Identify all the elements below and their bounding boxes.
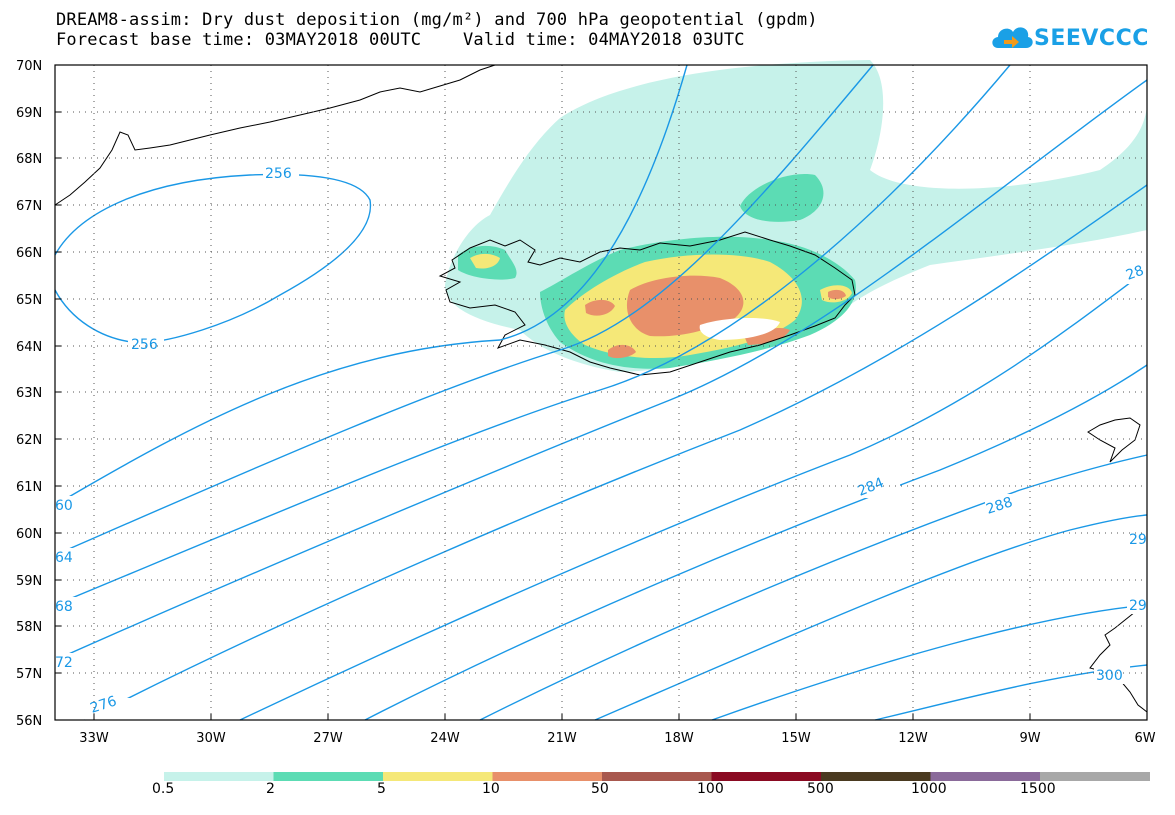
faroe-coast bbox=[1087, 417, 1141, 463]
legend-swatch bbox=[930, 772, 1041, 781]
greenland-coast bbox=[54, 64, 496, 206]
lon-label: 33W bbox=[79, 731, 109, 746]
legend-label: 10 bbox=[482, 781, 500, 797]
contour-label: 28 bbox=[1124, 263, 1146, 284]
contour-label: 64 bbox=[55, 550, 73, 566]
lat-label: 69N bbox=[16, 106, 42, 121]
contour-label: 68 bbox=[55, 599, 73, 615]
lat-label: 61N bbox=[16, 480, 42, 495]
dust-green-patch-north bbox=[740, 174, 824, 222]
scotland-coast bbox=[1089, 604, 1148, 713]
lat-label: 58N bbox=[16, 620, 42, 635]
lat-label: 60N bbox=[16, 527, 42, 542]
legend-label: 50 bbox=[591, 781, 609, 797]
cloud-logo-icon bbox=[992, 27, 1033, 48]
ticks bbox=[55, 64, 1148, 721]
contour-label: 300 bbox=[1096, 668, 1123, 684]
lat-label: 67N bbox=[16, 199, 42, 214]
iceland-coast bbox=[438, 231, 856, 376]
map-title-line2: Forecast base time: 03MAY2018 00UTC Vali… bbox=[56, 30, 745, 50]
contour-line bbox=[54, 64, 874, 556]
legend-swatch bbox=[383, 772, 493, 781]
legend-swatch bbox=[711, 772, 822, 781]
coastlines bbox=[54, 64, 1148, 713]
lon-label: 30W bbox=[196, 731, 226, 746]
contour-label: 276 bbox=[88, 693, 118, 717]
legend-swatch bbox=[164, 772, 274, 781]
lat-label: 63N bbox=[16, 386, 42, 401]
lat-label: 65N bbox=[16, 293, 42, 308]
map-title-line1: DREAM8-assim: Dry dust deposition (mg/m²… bbox=[56, 10, 818, 30]
lat-label: 64N bbox=[16, 340, 42, 355]
logo-text: SEEVCCC bbox=[1034, 26, 1149, 51]
contour-line bbox=[84, 184, 1148, 721]
dust-white-hole bbox=[699, 318, 780, 340]
legend-label: 500 bbox=[807, 781, 834, 797]
contour-line bbox=[54, 64, 688, 506]
legend-label: 2 bbox=[266, 781, 275, 797]
lat-label: 59N bbox=[16, 574, 42, 589]
lon-label: 24W bbox=[430, 731, 460, 746]
lon-label: 12W bbox=[898, 731, 928, 746]
contour-line bbox=[364, 364, 1148, 721]
lat-labels: 70N 69N 68N 67N 66N 65N 64N 63N 62N 61N … bbox=[16, 59, 42, 729]
graticule bbox=[55, 65, 1147, 720]
contour-label: 288 bbox=[984, 494, 1014, 517]
legend-swatch bbox=[1040, 772, 1150, 781]
lat-label: 66N bbox=[16, 246, 42, 261]
lon-label: 6W bbox=[1134, 731, 1155, 746]
legend-label: 1000 bbox=[911, 781, 947, 797]
legend-swatch bbox=[821, 772, 931, 781]
contour-label: 256 bbox=[265, 166, 292, 182]
lon-label: 18W bbox=[664, 731, 694, 746]
geopotential-contours bbox=[54, 64, 1148, 721]
contour-line bbox=[54, 64, 1011, 606]
contour-line bbox=[594, 514, 1148, 721]
dust-orange bbox=[585, 275, 846, 359]
contour-label: 29 bbox=[1129, 532, 1147, 548]
legend-swatch bbox=[602, 772, 712, 781]
contour-line bbox=[54, 79, 1148, 661]
legend-colorbar bbox=[164, 772, 1150, 781]
lat-label: 70N bbox=[16, 59, 42, 74]
lat-label: 57N bbox=[16, 667, 42, 682]
legend-label: 1500 bbox=[1020, 781, 1056, 797]
lon-label: 21W bbox=[547, 731, 577, 746]
contour-label: 72 bbox=[55, 655, 73, 671]
contour-label: 256 bbox=[131, 337, 158, 353]
legend-swatch bbox=[492, 772, 603, 781]
legend-swatch bbox=[273, 772, 384, 781]
contour-line bbox=[479, 454, 1148, 721]
legend-label: 5 bbox=[377, 781, 386, 797]
legend-label: 100 bbox=[697, 781, 724, 797]
contour-label: 60 bbox=[55, 498, 73, 514]
lon-label: 15W bbox=[781, 731, 811, 746]
lon-labels: 33W 30W 27W 24W 21W 18W 15W 12W 9W 6W bbox=[79, 731, 1155, 746]
contour-label: 29 bbox=[1129, 598, 1147, 614]
contour-line bbox=[711, 604, 1148, 721]
lat-label: 68N bbox=[16, 152, 42, 167]
lon-label: 27W bbox=[313, 731, 343, 746]
contour-line bbox=[239, 269, 1148, 721]
lat-label: 62N bbox=[16, 433, 42, 448]
legend-label: 0.5 bbox=[152, 781, 175, 797]
lon-label: 9W bbox=[1019, 731, 1040, 746]
lat-label: 56N bbox=[16, 714, 42, 729]
seevccc-logo: SEEVCCC bbox=[990, 18, 1148, 62]
